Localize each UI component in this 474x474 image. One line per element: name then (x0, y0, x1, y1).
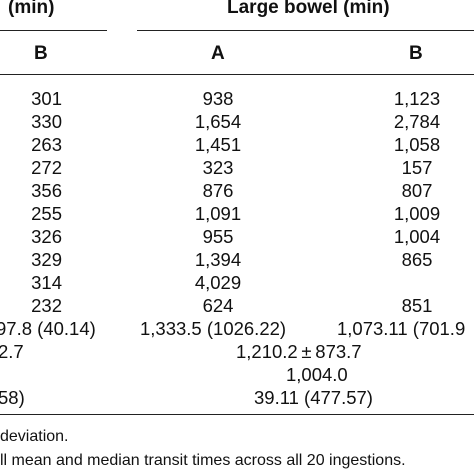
cell-a-large: 938 (202, 88, 234, 109)
overall-mean-large: 1,210.2 ± 873.7 (236, 341, 362, 362)
large-bowel-header: Large bowel (min) (227, 0, 390, 18)
mean-sd-b-large: 1,073.11 (701.9 (337, 318, 466, 339)
cell-b-small: 232 (31, 295, 62, 316)
cell-a-large: 955 (202, 226, 234, 247)
cell-a-large: 876 (202, 180, 234, 201)
table-bottom-rule (0, 414, 474, 416)
cell-a-large: 1,451 (194, 134, 242, 155)
cell-b-large: 1,009 (393, 203, 441, 224)
cell-a-large: 624 (202, 295, 234, 316)
small-bowel-header-tail: (min) (8, 0, 55, 18)
footnote-line-2: ll mean and median transit times across … (0, 452, 406, 469)
cell-b-small: 326 (31, 226, 62, 247)
col-a-large-header: A (211, 43, 225, 64)
cell-a-large: 4,029 (194, 272, 242, 293)
cell-a-large: 1,654 (194, 111, 242, 132)
cell-b-large: 1,123 (393, 88, 441, 109)
cell-b-large: 2,784 (393, 111, 441, 132)
median-large: 1,004.0 (286, 364, 348, 385)
cell-b-small: 255 (31, 203, 62, 224)
large-bowel-header-rule (137, 30, 474, 32)
mean-sd-a-large: 1,333.5 (1026.22) (140, 318, 287, 339)
mean-sd-small: 97.8 (40.14) (0, 318, 96, 339)
cell-b-large: 1,058 (393, 134, 441, 155)
col-b-large-header: B (409, 43, 423, 64)
cell-b-large: 1,004 (393, 226, 441, 247)
cell-b-small: 329 (31, 249, 62, 270)
cell-b-small: 330 (31, 111, 62, 132)
cell-b-large: 865 (401, 249, 433, 270)
overall-mean-small: 2.7 (0, 341, 24, 362)
subheader-rule (0, 74, 474, 76)
footnote-line-1: deviation. (0, 428, 69, 445)
cell-b-small: 314 (31, 272, 62, 293)
cell-b-large: 851 (401, 295, 433, 316)
small-bowel-header-rule (0, 30, 107, 32)
cell-b-small: 356 (31, 180, 62, 201)
cell-b-small: 263 (31, 134, 62, 155)
cell-b-large: 157 (401, 157, 433, 178)
col-b-small-header: B (34, 43, 48, 64)
cell-b-small: 301 (31, 88, 62, 109)
cell-b-small: 272 (31, 157, 62, 178)
cell-b-large: 807 (401, 180, 433, 201)
cell-a-large: 1,394 (194, 249, 242, 270)
last-row-large: 39.11 (477.57) (254, 387, 373, 408)
last-row-small: 58) (0, 387, 25, 408)
cell-a-large: 1,091 (194, 203, 242, 224)
cell-a-large: 323 (202, 157, 234, 178)
